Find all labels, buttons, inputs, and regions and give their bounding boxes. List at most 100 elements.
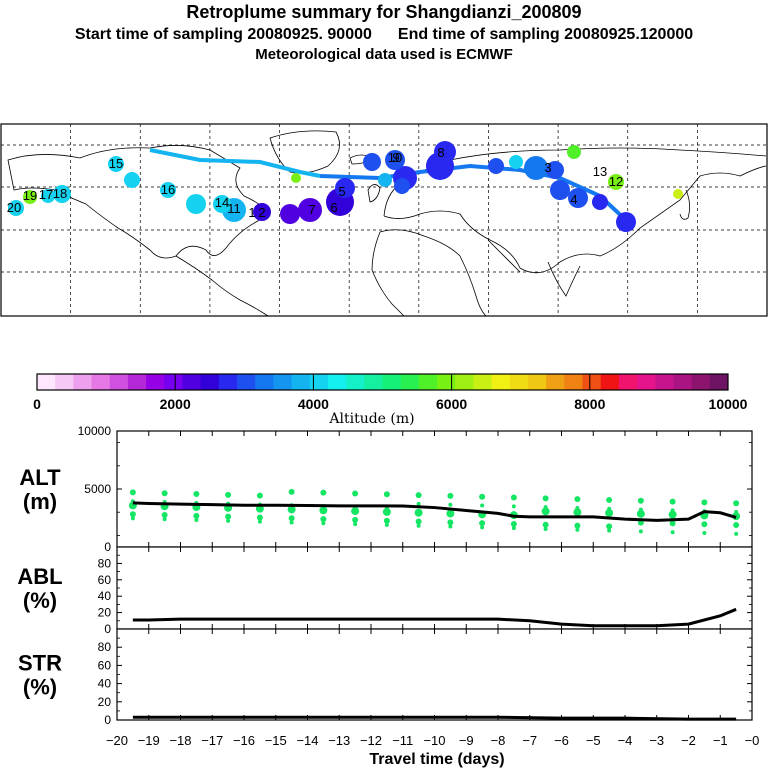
altitude-scatter-dot bbox=[480, 525, 485, 530]
colorbar-swatch bbox=[546, 374, 565, 390]
altitude-scatter-dot bbox=[668, 510, 677, 519]
plume-blob bbox=[434, 141, 456, 163]
altitude-scatter-dot bbox=[383, 517, 390, 524]
altitude-scatter-dot bbox=[447, 492, 454, 499]
plume-blob bbox=[550, 180, 570, 200]
colorbar-tick-label: 6000 bbox=[436, 396, 467, 412]
trajectory-number: 8 bbox=[437, 145, 444, 160]
altitude-scatter-dot bbox=[320, 489, 327, 496]
altitude-scatter-dot bbox=[384, 522, 389, 527]
plume-blob bbox=[673, 189, 683, 199]
colorbar-swatch bbox=[55, 374, 74, 390]
plume-blob bbox=[108, 156, 124, 172]
x-tick-label: −19 bbox=[138, 733, 160, 748]
altitude-scatter-dot bbox=[575, 527, 580, 532]
panel-label: ALT bbox=[19, 465, 61, 490]
y-tick-label: 40 bbox=[98, 589, 112, 603]
plume-blob bbox=[616, 212, 636, 232]
trajectory-number: 1 bbox=[248, 205, 255, 220]
colorbar-tick-label: 2000 bbox=[160, 396, 191, 412]
plume-blob bbox=[124, 172, 140, 188]
plume-blob bbox=[160, 182, 176, 198]
plume-blob bbox=[385, 150, 405, 170]
altitude-scatter-dot bbox=[605, 508, 614, 517]
plume-blob bbox=[394, 178, 410, 194]
altitude-scatter-dot bbox=[162, 517, 167, 522]
plume-blob bbox=[298, 198, 322, 222]
altitude-scatter-dot bbox=[256, 514, 263, 521]
colorbar-ticks: 0 2000 4000 6000 8000 10000 bbox=[33, 396, 748, 412]
altitude-scatter-dot bbox=[321, 521, 326, 526]
altitude-scatter-dot bbox=[447, 519, 454, 526]
x-tick-label: −9 bbox=[459, 733, 474, 748]
plume-blob bbox=[253, 203, 271, 221]
y-tick-label: 5000 bbox=[84, 482, 111, 496]
colorbar-tick-label: 4000 bbox=[298, 396, 329, 412]
altitude-scatter-dot bbox=[352, 516, 359, 523]
colorbar-swatch bbox=[600, 374, 620, 390]
colorbar-swatch bbox=[400, 374, 420, 390]
panel-frame bbox=[116, 430, 753, 548]
map-frame bbox=[0, 123, 768, 317]
colorbar-swatch bbox=[91, 374, 111, 390]
altitude-scatter-dot bbox=[669, 498, 676, 505]
colorbar-swatch bbox=[473, 374, 493, 390]
altitude-scatter-dot bbox=[670, 508, 675, 513]
colorbar-swatch bbox=[455, 374, 474, 390]
x-tick-label: −4 bbox=[618, 733, 633, 748]
altitude-scatter-dot bbox=[542, 521, 549, 528]
plume-blob bbox=[608, 174, 624, 190]
trajectory-number: 17 bbox=[39, 187, 53, 202]
trajectory-number: 18 bbox=[53, 186, 67, 201]
altitude-scatter-dot bbox=[382, 507, 391, 516]
plume-blob bbox=[524, 156, 548, 180]
colorbar-swatch bbox=[618, 374, 638, 390]
colorbar-swatch bbox=[73, 374, 92, 390]
y-tick-label: 80 bbox=[98, 556, 112, 570]
trajectory-number: 19 bbox=[23, 188, 37, 203]
altitude-scatter-dot bbox=[257, 519, 262, 524]
plume-blob bbox=[592, 194, 608, 210]
trajectory-number: 7 bbox=[308, 202, 315, 217]
trajectory-line-west bbox=[149, 148, 321, 178]
altitude-scatter-dot bbox=[511, 504, 516, 509]
altitude-scatter-dot bbox=[573, 508, 582, 517]
plume-blob bbox=[280, 204, 300, 224]
colorbar-swatch bbox=[218, 374, 238, 390]
trajectory-number: 4 bbox=[570, 192, 577, 207]
panel-unit: (%) bbox=[23, 675, 57, 700]
plume-blob bbox=[23, 190, 37, 204]
colorbar-swatch bbox=[37, 374, 56, 390]
colorbar-swatch bbox=[109, 374, 129, 390]
altitude-scatter-dot bbox=[638, 529, 643, 534]
altitude-scatter-dot bbox=[448, 502, 453, 507]
x-tick-label: −2 bbox=[681, 733, 696, 748]
altitude-scatter-dot bbox=[511, 526, 516, 531]
altitude-scatter-dot bbox=[669, 520, 676, 527]
colorbar-swatch bbox=[164, 374, 183, 390]
panel-frame bbox=[116, 628, 753, 721]
plume-blob bbox=[335, 178, 355, 198]
colorbar-swatch bbox=[237, 374, 256, 390]
trajectory-number: 13 bbox=[593, 164, 607, 179]
altitude-scatter-dot bbox=[448, 524, 453, 529]
colorbar-swatch bbox=[655, 374, 674, 390]
trajectory-number: 14 bbox=[215, 195, 229, 210]
y-tick-label: 0 bbox=[104, 540, 111, 554]
altitude-scatter-dot bbox=[415, 518, 422, 525]
colorbar-swatch bbox=[346, 374, 365, 390]
series-line-alt bbox=[132, 501, 737, 522]
y-tick-label: 60 bbox=[98, 658, 112, 672]
colorbar-swatch bbox=[418, 374, 438, 390]
altitude-scatter-dot bbox=[319, 506, 328, 515]
trajectory-number: 11 bbox=[227, 201, 241, 216]
colorbar-swatch bbox=[127, 374, 147, 390]
trajectory-number: 16 bbox=[161, 182, 175, 197]
end-time: End time of sampling 20080925.120000 bbox=[397, 26, 694, 43]
y-tick-label: 0 bbox=[104, 622, 111, 636]
panel-frame bbox=[116, 546, 753, 630]
panel-unit: (%) bbox=[23, 588, 57, 613]
trajectory-number: 5 bbox=[338, 184, 345, 199]
x-tick-label: −6 bbox=[554, 733, 569, 748]
